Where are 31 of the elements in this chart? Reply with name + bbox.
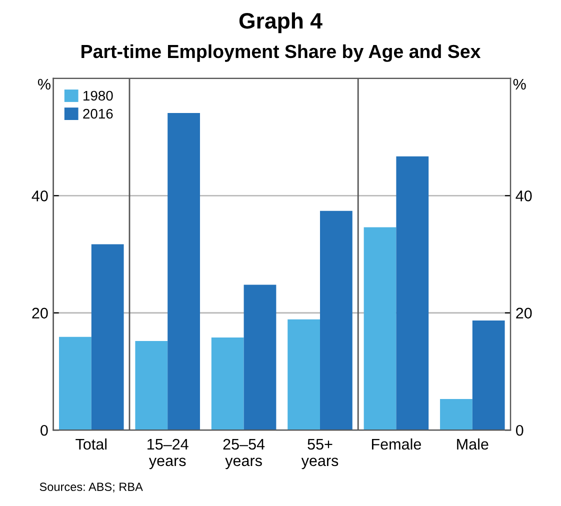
y-axis-title: % xyxy=(38,78,50,90)
x-tick-label: 25–54 years xyxy=(223,438,265,470)
x-tick-label: 55+ years xyxy=(301,438,338,470)
bar xyxy=(396,156,429,430)
y2-axis-title: % xyxy=(513,78,526,90)
y2-tick-label: 0 xyxy=(516,424,524,436)
bar xyxy=(320,210,352,430)
chart-subtitle: Part-time Employment Share by Age and Sex xyxy=(82,44,481,62)
x-tick-label: Female xyxy=(372,438,421,450)
y-tick-label: 20 xyxy=(32,308,48,319)
y2-tick-label: 40 xyxy=(516,190,532,202)
bar xyxy=(168,113,200,430)
source-note: Sources: ABS; RBA xyxy=(40,482,143,492)
bar xyxy=(364,227,396,430)
legend-label: 2016 xyxy=(83,108,113,119)
bar xyxy=(288,319,320,430)
legend-label: 1980 xyxy=(84,90,113,101)
x-tick-label: Total xyxy=(76,438,107,450)
x-tick-label: 15–24 years xyxy=(148,438,188,470)
bar xyxy=(472,320,505,430)
y-tick-label: 0 xyxy=(40,424,48,436)
bar xyxy=(135,341,168,430)
x-tick-label: Male xyxy=(457,438,488,450)
y-tick-label: 40 xyxy=(32,190,48,202)
bar xyxy=(440,399,472,430)
chart-title: Graph 4 xyxy=(239,12,322,34)
y2-tick-label: 20 xyxy=(516,308,532,319)
bar xyxy=(244,284,276,430)
bar xyxy=(59,336,92,430)
bar xyxy=(211,337,244,430)
bar xyxy=(91,244,124,430)
